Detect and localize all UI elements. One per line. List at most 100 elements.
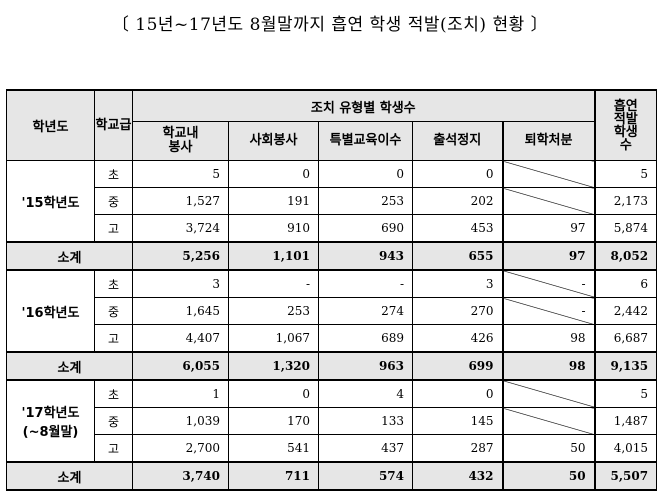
value-cell: 1,067 bbox=[228, 324, 319, 353]
header-total: 흡연 적발 학생 수 bbox=[593, 89, 658, 161]
value-cell: 4 bbox=[318, 379, 413, 408]
value-cell bbox=[501, 379, 596, 408]
header-level: 학교급 bbox=[94, 89, 133, 161]
level-label: 초 bbox=[94, 269, 133, 298]
value-cell: 270 bbox=[412, 297, 503, 325]
value-cell: 191 bbox=[228, 187, 319, 215]
value-cell: - bbox=[501, 269, 596, 298]
total-cell: 4,015 bbox=[593, 434, 658, 463]
subtotal-value: 1,101 bbox=[228, 241, 319, 271]
header-col: 특별교육이수 bbox=[318, 121, 413, 161]
year-label: '16학년도 bbox=[6, 269, 95, 353]
table-row: 고 4,407 1,067 689 426 98 6,687 bbox=[7, 324, 658, 353]
value-cell: 133 bbox=[318, 407, 413, 435]
value-cell: 4,407 bbox=[132, 324, 229, 353]
level-label: 중 bbox=[94, 407, 133, 435]
value-cell: 202 bbox=[412, 187, 503, 215]
year-label: '17학년도 (~8월말) bbox=[6, 379, 95, 463]
table-row: '17학년도 (~8월말) 초 1 0 4 0 5 bbox=[6, 379, 658, 463]
table-row: '16학년도 초 3- -3-6 bbox=[6, 269, 658, 353]
value-cell: 437 bbox=[318, 434, 413, 463]
level-label: 초 bbox=[94, 160, 133, 188]
year-label: '15학년도 bbox=[6, 160, 95, 243]
level-label: 고 bbox=[94, 214, 133, 243]
value-cell: 0 bbox=[318, 160, 413, 188]
table-row: 중 1,039 170 133 145 1,487 bbox=[7, 407, 658, 435]
level-label: 초 bbox=[94, 379, 133, 408]
level-label: 중 bbox=[94, 297, 133, 325]
value-cell: 690 bbox=[318, 214, 413, 243]
total-cell: 6,687 bbox=[593, 324, 658, 353]
subtotal-row: 소계 3,740 711 574 432 50 5,507 bbox=[6, 461, 658, 491]
value-cell: 426 bbox=[412, 324, 503, 353]
subtotal-value: 432 bbox=[412, 461, 503, 491]
level-label: 고 bbox=[94, 434, 133, 463]
subtotal-value: 1,320 bbox=[228, 351, 319, 381]
subtotal-value: 3,740 bbox=[132, 461, 229, 491]
subtotal-row: 소계 5,256 1,101 943 655 97 8,052 bbox=[6, 241, 658, 271]
subtotal-total: 8,052 bbox=[593, 241, 658, 271]
value-cell: 287 bbox=[412, 434, 503, 463]
value-cell: 541 bbox=[228, 434, 319, 463]
level-label: 고 bbox=[94, 324, 133, 353]
value-cell: 0 bbox=[228, 379, 319, 408]
header-year: 학년도 bbox=[6, 89, 95, 161]
value-cell: 253 bbox=[318, 187, 413, 215]
value-cell: 453 bbox=[412, 214, 503, 243]
value-cell: 170 bbox=[228, 407, 319, 435]
value-cell: 274 bbox=[318, 297, 413, 325]
value-cell: - bbox=[228, 269, 319, 298]
value-cell: 1,039 bbox=[132, 407, 229, 435]
value-cell: - bbox=[318, 269, 413, 298]
subtotal-value: 943 bbox=[318, 241, 413, 271]
value-cell: 98 bbox=[501, 324, 596, 353]
header-col: 학교내 봉사 bbox=[132, 121, 229, 161]
value-cell: 145 bbox=[412, 407, 503, 435]
subtotal-value: 5,256 bbox=[132, 241, 229, 271]
value-cell bbox=[501, 407, 596, 435]
value-cell: 253 bbox=[228, 297, 319, 325]
value-cell: 0 bbox=[412, 160, 503, 188]
value-cell: 1,645 bbox=[132, 297, 229, 325]
total-cell: 5,874 bbox=[593, 214, 658, 243]
value-cell: 3,724 bbox=[132, 214, 229, 243]
page-title: 〔 15년~17년도 8월말까지 흡연 학생 적발(조치) 현황 〕 bbox=[111, 15, 549, 35]
total-cell: 1,487 bbox=[593, 407, 658, 435]
subtotal-value: 97 bbox=[501, 241, 596, 271]
total-cell: 5 bbox=[593, 379, 658, 408]
value-cell: 2,700 bbox=[132, 434, 229, 463]
table-row: 중 1,645 253 274 270-2,442 bbox=[7, 297, 658, 325]
value-cell: 3 bbox=[412, 269, 503, 298]
header-col: 퇴학처분 bbox=[501, 121, 596, 161]
subtotal-label: 소계 bbox=[6, 351, 133, 381]
total-cell: 2,173 bbox=[593, 187, 658, 215]
header-col: 출석정지 bbox=[412, 121, 503, 161]
table-row: 고 3,724 910 690 453 97 5,874 bbox=[7, 214, 658, 243]
smoking-stats-table: 학년도 학교급 조치 유형별 학생수 흡연 적발 학생 수 학교내 봉사 사회봉사 특별교육이수 출석… bbox=[6, 89, 658, 491]
subtotal-label: 소계 bbox=[6, 461, 133, 491]
value-cell: 50 bbox=[501, 434, 596, 463]
subtotal-label: 소계 bbox=[6, 241, 133, 271]
subtotal-value: 6,055 bbox=[132, 351, 229, 381]
table-row: '15학년도 초 5 0 0 0 5 bbox=[6, 160, 658, 243]
subtotal-value: 963 bbox=[318, 351, 413, 381]
value-cell bbox=[501, 160, 596, 188]
value-cell: 0 bbox=[412, 379, 503, 408]
subtotal-value: 699 bbox=[412, 351, 503, 381]
value-cell: 689 bbox=[318, 324, 413, 353]
header-col: 사회봉사 bbox=[228, 121, 319, 161]
header-group: 조치 유형별 학생수 bbox=[131, 89, 596, 122]
subtotal-total: 5,507 bbox=[593, 461, 658, 491]
value-cell: 1 bbox=[132, 379, 229, 408]
total-cell: 2,442 bbox=[593, 297, 658, 325]
value-cell: 3 bbox=[132, 269, 229, 298]
value-cell: 97 bbox=[501, 214, 596, 243]
total-cell: 5 bbox=[593, 160, 658, 188]
subtotal-value: 655 bbox=[412, 241, 503, 271]
level-label: 중 bbox=[94, 187, 133, 215]
subtotal-value: 711 bbox=[228, 461, 319, 491]
value-cell: 0 bbox=[228, 160, 319, 188]
value-cell bbox=[501, 187, 596, 215]
value-cell: 5 bbox=[132, 160, 229, 188]
table-row: 고 2,700 541 437 287 50 4,015 bbox=[7, 434, 658, 463]
